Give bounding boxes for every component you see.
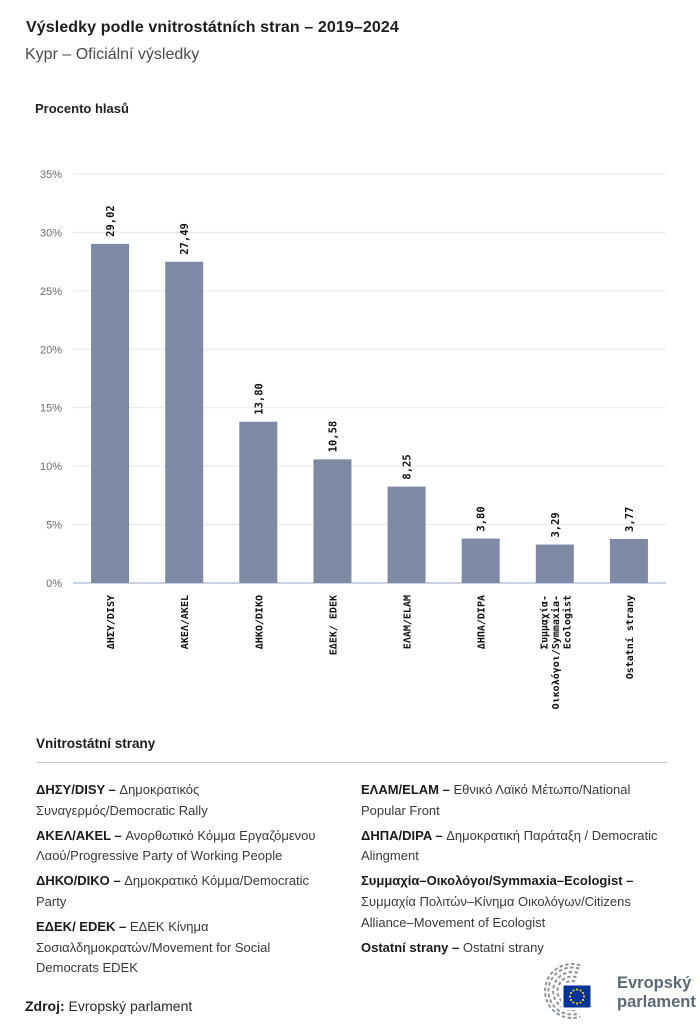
eu-flag-star <box>575 988 579 991</box>
x-tick-label: Ostatní strany <box>624 595 636 679</box>
legend-term: ΔΗΚΟ/DIKO – <box>36 873 121 889</box>
y-tick-label: 20% <box>40 344 62 356</box>
page-subtitle: Kypr – Oficiální výsledky <box>25 46 200 63</box>
source-label: Zdroj: <box>25 998 65 1014</box>
y-tick-label: 10% <box>40 461 62 473</box>
legend-desc: Εθνικό Λαϊκό Μέτωπο/National Popular Fro… <box>361 782 631 818</box>
y-tick-label: 5% <box>46 520 62 532</box>
bar <box>387 486 426 583</box>
source-value: Evropský parlament <box>68 998 193 1014</box>
bar <box>609 538 648 583</box>
eu-flag-star <box>581 991 585 995</box>
bar-value-label: 8,25 <box>402 454 414 479</box>
x-tick-label: Οικολόγοι/Symmaxia- <box>550 595 562 709</box>
bar-value-label: 10,58 <box>327 421 339 453</box>
eu-flag-star <box>572 989 575 992</box>
legend-term: ΕΔΕΚ/ EDEK – <box>36 918 127 934</box>
x-tick-label: ΑΚΕΛ/AKEL <box>180 595 191 649</box>
y-tick-label: 35% <box>40 169 62 181</box>
x-tick-label: ΕΛΑΜ/ELAM <box>403 595 414 649</box>
eu-flag-star <box>575 1002 579 1005</box>
legend-item: ΔΗΚΟ/DIKO – Δημοκρατικό Κόμμα/Democratic… <box>36 871 336 913</box>
eu-flag-star <box>579 989 582 992</box>
eu-flag-star <box>572 1001 575 1004</box>
bar-value-label: 29,02 <box>105 205 117 237</box>
legend-item: ΑΚΕΛ/AKEL – Ανορθωτικό Κόμμα Εργαζόμενου… <box>36 826 336 868</box>
eu-flag-star <box>581 998 585 1002</box>
x-tick-label: ΔΗΠΑ/DIPA <box>477 595 488 649</box>
y-tick-label: 25% <box>40 286 62 298</box>
eu-flag-star <box>569 998 573 1002</box>
legend-item: Ostatní strany – Ostatní strany <box>361 938 673 959</box>
eu-flag-star <box>582 995 586 998</box>
legend-grid: ΔΗΣΥ/DISY – Δημοκρατικός Συναγερμός/Demo… <box>36 780 673 983</box>
legend-item: ΔΗΣΥ/DISY – Δημοκρατικός Συναγερμός/Demo… <box>36 780 336 822</box>
bar <box>165 261 204 583</box>
x-tick-label: Συμμαχία- <box>538 595 550 649</box>
eu-parliament-logo: Evropský parlament <box>528 961 700 1025</box>
legend-item: Συμμαχία–Οικολόγοι/Symmaxia–Ecologist – … <box>361 871 673 933</box>
legend-term: Ostatní strany – <box>361 939 460 955</box>
source-note: Zdroj: Evropský parlament <box>25 998 192 1014</box>
legend-column-right: ΕΛΑΜ/ELAM – Εθνικό Λαϊκό Μέτωπο/National… <box>361 780 673 983</box>
y-axis-title: Procento hlasů <box>35 101 129 116</box>
legend-desc: Δημοκρατικός Συναγερμός/Democratic Rally <box>36 782 208 818</box>
eu-flag-icon <box>563 985 591 1008</box>
eu-parliament-hemicycle-icon <box>544 963 593 1019</box>
eu-flag-star <box>568 995 572 998</box>
eu-parliament-logo-text: Evropský parlament <box>617 973 696 1011</box>
eu-flag-star <box>579 1001 582 1004</box>
legend: Vnitrostátní strany ΔΗΣΥ/DISY – Δημοκρατ… <box>0 736 700 983</box>
x-tick-label: Ecologist <box>561 595 573 649</box>
legend-desc: Ostatní strany <box>462 939 544 955</box>
eu-flag-star <box>569 991 573 995</box>
page-title: Výsledky podle vnitrostátních stran – 20… <box>26 19 399 36</box>
bar-value-label: 3,80 <box>476 506 488 531</box>
legend-desc: Δημοκρατική Παράταξη / Democratic Alingm… <box>361 827 658 864</box>
legend-divider <box>36 762 668 763</box>
eu-flag-stars <box>568 988 586 1005</box>
bar-value-label: 3,29 <box>550 512 562 537</box>
legend-column-left: ΔΗΣΥ/DISY – Δημοκρατικός Συναγερμός/Demo… <box>36 780 336 983</box>
x-tick-label: ΔΗΚΟ/DIKO <box>254 595 265 649</box>
bar <box>313 459 352 583</box>
legend-term: ΕΛΑΜ/ELAM – <box>361 782 450 797</box>
legend-term: Συμμαχία–Οικολόγοι/Symmaxia–Ecologist – <box>361 873 634 889</box>
legend-term: ΑΚΕΛ/AKEL – <box>36 827 122 843</box>
legend-desc: Δημοκρατικό Κόμμα/Democratic Party <box>36 873 310 909</box>
bar <box>535 544 574 583</box>
y-tick-label: 30% <box>40 227 62 239</box>
bar-value-label: 3,77 <box>624 507 636 532</box>
legend-desc: ΕΔΕΚ Κίνημα Σοσιαλδημοκρατών/Movement fo… <box>36 918 271 976</box>
legend-item: ΕΛΑΜ/ELAM – Εθνικό Λαϊκό Μέτωπο/National… <box>361 780 673 822</box>
bar-chart: 0% 5% 10% 15% 20% 25% 30% 35% 29,02 ΔΗΣΥ/DISY 27,4… <box>0 140 700 740</box>
legend-title: Vnitrostátní strany <box>36 736 156 751</box>
bar <box>91 243 130 584</box>
y-tick-label: 0% <box>46 578 62 590</box>
y-tick-label: 15% <box>40 403 62 415</box>
bar-value-label: 13,80 <box>253 383 265 415</box>
legend-term: ΔΗΣΥ/DISY – <box>36 782 116 797</box>
legend-term: ΔΗΠΑ/DIPA – <box>361 827 443 843</box>
legend-desc: Ανορθωτικό Κόμμα Εργαζόμενου Λαού/Progre… <box>36 827 316 864</box>
x-tick-label: ΔΗΣΥ/DISY <box>106 595 117 649</box>
legend-item: ΕΔΕΚ/ EDEK – ΕΔΕΚ Κίνημα Σοσιαλδημοκρατώ… <box>36 917 336 979</box>
x-tick-label: ΕΔΕΚ/ EDEK <box>328 595 339 655</box>
legend-item: ΔΗΠΑ/DIPA – Δημοκρατική Παράταξη / Democ… <box>361 826 673 868</box>
chart-canvas: 0% 5% 10% 15% 20% 25% 30% 35% 29,02 ΔΗΣΥ/DISY 27,4… <box>40 169 666 709</box>
legend-desc: Συμμαχία Πολιτών–Κίνημα Οικολόγων/Citize… <box>361 893 631 930</box>
bar-value-label: 27,49 <box>179 223 191 255</box>
bar <box>239 421 278 583</box>
bar <box>461 538 500 583</box>
